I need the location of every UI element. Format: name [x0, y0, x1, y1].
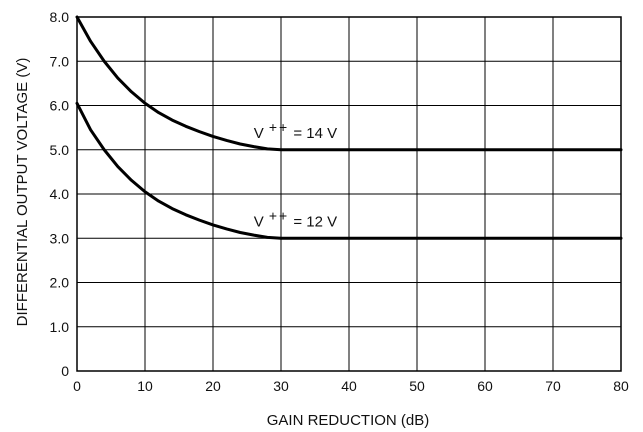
x-tick-label: 50 [409, 378, 425, 394]
x-tick-label: 30 [273, 378, 289, 394]
annotations: V ++ = 14 V V ++ = 12 V [254, 119, 337, 231]
annotation-base: V [254, 213, 264, 230]
annotation-superscript: ++ [269, 119, 289, 135]
series-annotation-2: V ++ = 12 V [254, 207, 337, 230]
y-tick-label: 0 [61, 363, 69, 379]
y-tick-label: 3.0 [50, 230, 70, 246]
annotation-value: = 12 V [289, 213, 337, 230]
series-annotation-1: V ++ = 14 V [254, 119, 337, 142]
x-tick-label: 70 [545, 378, 561, 394]
annotation-value: = 14 V [289, 125, 337, 142]
annotation-superscript: ++ [269, 207, 289, 223]
y-tick-label: 2.0 [50, 275, 70, 291]
x-tick-label: 10 [137, 378, 153, 394]
x-tick-label: 20 [205, 378, 221, 394]
x-tick-label: 80 [613, 378, 629, 394]
y-axis-title: DIFFERENTIAL OUTPUT VOLTAGE (V) [14, 58, 31, 327]
x-tick-label: 40 [341, 378, 357, 394]
y-tick-label: 7.0 [50, 53, 70, 69]
x-tick-label: 60 [477, 378, 493, 394]
y-tick-label: 8.0 [50, 9, 70, 25]
series-group [75, 15, 623, 240]
x-tick-label: 0 [73, 378, 81, 394]
y-tick-label: 6.0 [50, 98, 70, 114]
tick-labels: 0 10 20 30 40 50 60 70 80 0 1.0 2.0 3.0 4.0 5.0 6.0 7.0 8… [50, 9, 629, 394]
y-tick-label: 4.0 [50, 186, 70, 202]
grid [76, 16, 622, 372]
y-tick-label: 5.0 [50, 142, 70, 158]
x-axis-title: GAIN REDUCTION (dB) [267, 412, 430, 429]
series-line-2 [75, 101, 623, 240]
series-line-1 [75, 15, 623, 152]
y-tick-label: 1.0 [50, 319, 70, 335]
plot-frame [76, 16, 622, 372]
annotation-base: V [254, 125, 264, 142]
